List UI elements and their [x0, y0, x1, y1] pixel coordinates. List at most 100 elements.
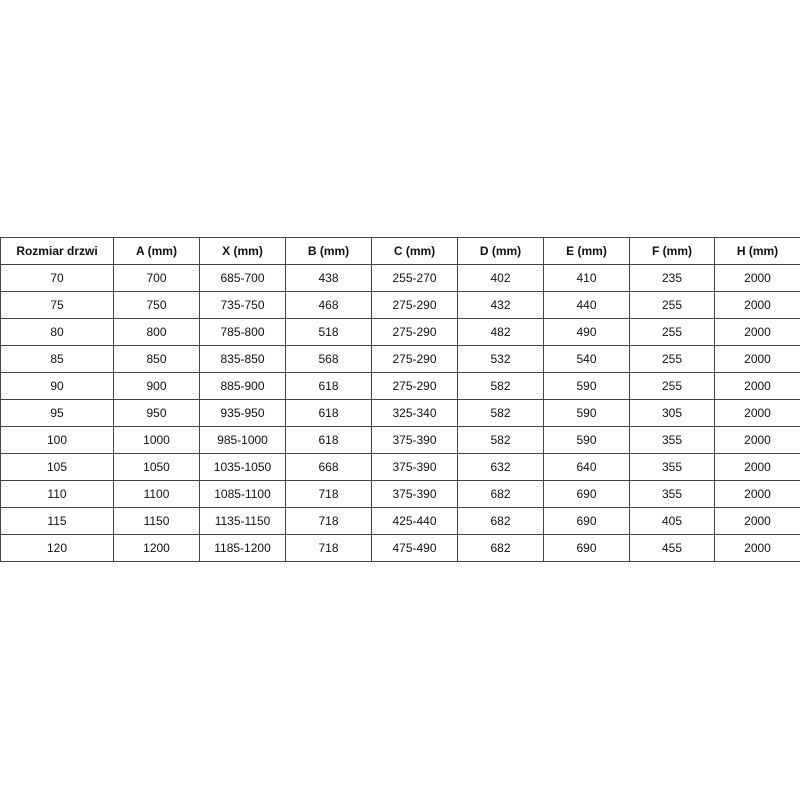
- table-cell: 690: [543, 480, 630, 508]
- table-cell: 1150: [113, 507, 200, 535]
- table-cell: 1200: [113, 534, 200, 562]
- table-cell: 2000: [714, 534, 800, 562]
- table-cell: 582: [457, 372, 544, 400]
- header-row: Rozmiar drzwi A (mm) X (mm) B (mm) C (mm) D (…: [0, 237, 800, 265]
- table-cell: 718: [285, 534, 372, 562]
- table-cell: 618: [285, 399, 372, 427]
- table-cell: 2000: [714, 318, 800, 346]
- table-cell: 75: [0, 291, 114, 319]
- table-cell: 885-900: [199, 372, 286, 400]
- table-cell: 375-390: [371, 453, 458, 481]
- table-cell: 410: [543, 264, 630, 292]
- table-row: 115 1150 1135-1150 718 425-440 682 690 405 2000: [0, 507, 800, 535]
- table-cell: 2000: [714, 291, 800, 319]
- table-cell: 325-340: [371, 399, 458, 427]
- column-header: F (mm): [629, 237, 715, 265]
- table-cell: 275-290: [371, 318, 458, 346]
- table-cell: 275-290: [371, 345, 458, 373]
- table-cell: 80: [0, 318, 114, 346]
- table-cell: 438: [285, 264, 372, 292]
- column-header: H (mm): [714, 237, 800, 265]
- table-cell: 900: [113, 372, 200, 400]
- table-cell: 455: [629, 534, 715, 562]
- table-row: 95 950 935-950 618 325-340 582 590 305 2000: [0, 399, 800, 427]
- table-cell: 255: [629, 345, 715, 373]
- table-cell: 935-950: [199, 399, 286, 427]
- table-cell: 985-1000: [199, 426, 286, 454]
- table-cell: 255-270: [371, 264, 458, 292]
- table-cell: 355: [629, 480, 715, 508]
- table-cell: 432: [457, 291, 544, 319]
- table-cell: 835-850: [199, 345, 286, 373]
- table-cell: 275-290: [371, 291, 458, 319]
- dimensions-table: Rozmiar drzwi A (mm) X (mm) B (mm) C (mm) D (…: [0, 237, 800, 562]
- table-cell: 568: [285, 345, 372, 373]
- table-row: 85 850 835-850 568 275-290 532 540 255 2000: [0, 345, 800, 373]
- table-cell: 95: [0, 399, 114, 427]
- table-cell: 590: [543, 399, 630, 427]
- table-cell: 632: [457, 453, 544, 481]
- table-cell: 682: [457, 480, 544, 508]
- table-cell: 685-700: [199, 264, 286, 292]
- table-cell: 718: [285, 480, 372, 508]
- table-cell: 255: [629, 372, 715, 400]
- table-cell: 2000: [714, 480, 800, 508]
- table-cell: 355: [629, 426, 715, 454]
- table-cell: 2000: [714, 399, 800, 427]
- table-cell: 1185-1200: [199, 534, 286, 562]
- table-cell: 425-440: [371, 507, 458, 535]
- table-cell: 800: [113, 318, 200, 346]
- table-cell: 85: [0, 345, 114, 373]
- table-cell: 718: [285, 507, 372, 535]
- table-row: 100 1000 985-1000 618 375-390 582 590 355 2000: [0, 426, 800, 454]
- table-cell: 70: [0, 264, 114, 292]
- table-cell: 235: [629, 264, 715, 292]
- table-cell: 690: [543, 534, 630, 562]
- table-cell: 518: [285, 318, 372, 346]
- table-cell: 100: [0, 426, 114, 454]
- table-cell: 700: [113, 264, 200, 292]
- table-cell: 2000: [714, 372, 800, 400]
- table-cell: 668: [285, 453, 372, 481]
- table-cell: 275-290: [371, 372, 458, 400]
- table-cell: 375-390: [371, 480, 458, 508]
- table-cell: 2000: [714, 426, 800, 454]
- table-cell: 105: [0, 453, 114, 481]
- table-cell: 850: [113, 345, 200, 373]
- table-cell: 1100: [113, 480, 200, 508]
- table-cell: 750: [113, 291, 200, 319]
- table-cell: 618: [285, 372, 372, 400]
- table-cell: 255: [629, 318, 715, 346]
- table-cell: 405: [629, 507, 715, 535]
- table-row: 90 900 885-900 618 275-290 582 590 255 2000: [0, 372, 800, 400]
- table-cell: 950: [113, 399, 200, 427]
- table-cell: 402: [457, 264, 544, 292]
- table-cell: 475-490: [371, 534, 458, 562]
- table-cell: 305: [629, 399, 715, 427]
- table-cell: 355: [629, 453, 715, 481]
- table-cell: 1035-1050: [199, 453, 286, 481]
- column-header: E (mm): [543, 237, 630, 265]
- table-cell: 532: [457, 345, 544, 373]
- table-cell: 640: [543, 453, 630, 481]
- table-row: 120 1200 1185-1200 718 475-490 682 690 455 2000: [0, 534, 800, 562]
- table-cell: 120: [0, 534, 114, 562]
- table-cell: 2000: [714, 453, 800, 481]
- table-cell: 2000: [714, 264, 800, 292]
- table-cell: 540: [543, 345, 630, 373]
- column-header: C (mm): [371, 237, 458, 265]
- table-row: 80 800 785-800 518 275-290 482 490 255 2000: [0, 318, 800, 346]
- table-cell: 582: [457, 426, 544, 454]
- table-cell: 482: [457, 318, 544, 346]
- table-cell: 735-750: [199, 291, 286, 319]
- column-header: X (mm): [199, 237, 286, 265]
- table-cell: 1000: [113, 426, 200, 454]
- table-cell: 1050: [113, 453, 200, 481]
- column-header: A (mm): [113, 237, 200, 265]
- column-header: B (mm): [285, 237, 372, 265]
- column-header: Rozmiar drzwi: [0, 237, 114, 265]
- table-cell: 690: [543, 507, 630, 535]
- table-cell: 682: [457, 507, 544, 535]
- table-cell: 255: [629, 291, 715, 319]
- table-row: 110 1100 1085-1100 718 375-390 682 690 355 2000: [0, 480, 800, 508]
